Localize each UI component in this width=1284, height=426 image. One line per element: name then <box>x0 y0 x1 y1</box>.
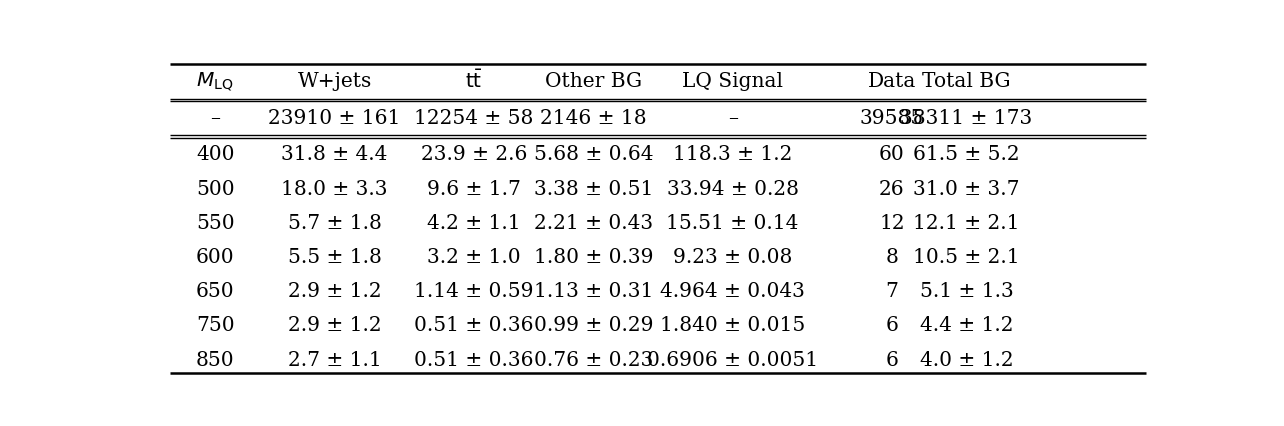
Text: 5.7 ± 1.8: 5.7 ± 1.8 <box>288 214 381 233</box>
Text: 2146 ± 18: 2146 ± 18 <box>541 109 647 128</box>
Text: –: – <box>211 109 221 128</box>
Text: 1.13 ± 0.31: 1.13 ± 0.31 <box>534 282 654 301</box>
Text: 12254 ± 58: 12254 ± 58 <box>415 109 534 128</box>
Text: 9.23 ± 0.08: 9.23 ± 0.08 <box>673 248 792 267</box>
Text: 26: 26 <box>880 179 905 199</box>
Text: –: – <box>728 109 738 128</box>
Text: 0.76 ± 0.23: 0.76 ± 0.23 <box>534 351 654 370</box>
Text: 38311 ± 173: 38311 ± 173 <box>900 109 1032 128</box>
Text: 23.9 ± 2.6: 23.9 ± 2.6 <box>421 145 528 164</box>
Text: 61.5 ± 5.2: 61.5 ± 5.2 <box>913 145 1019 164</box>
Text: 750: 750 <box>196 317 235 335</box>
Text: 4.4 ± 1.2: 4.4 ± 1.2 <box>919 317 1013 335</box>
Text: 2.21 ± 0.43: 2.21 ± 0.43 <box>534 214 654 233</box>
Text: 4.0 ± 1.2: 4.0 ± 1.2 <box>919 351 1013 370</box>
Text: LQ Signal: LQ Signal <box>682 72 783 91</box>
Text: 400: 400 <box>196 145 235 164</box>
Text: 33.94 ± 0.28: 33.94 ± 0.28 <box>666 179 799 199</box>
Text: 6: 6 <box>886 317 899 335</box>
Text: 2.9 ± 1.2: 2.9 ± 1.2 <box>288 317 381 335</box>
Text: 12.1 ± 2.1: 12.1 ± 2.1 <box>913 214 1019 233</box>
Text: 18.0 ± 3.3: 18.0 ± 3.3 <box>281 179 388 199</box>
Text: W+jets: W+jets <box>298 72 372 91</box>
Text: 5.1 ± 1.3: 5.1 ± 1.3 <box>919 282 1013 301</box>
Text: 2.9 ± 1.2: 2.9 ± 1.2 <box>288 282 381 301</box>
Text: 3.38 ± 0.51: 3.38 ± 0.51 <box>534 179 654 199</box>
Text: 3.2 ± 1.0: 3.2 ± 1.0 <box>428 248 521 267</box>
Text: 4.2 ± 1.1: 4.2 ± 1.1 <box>428 214 521 233</box>
Text: 850: 850 <box>196 351 235 370</box>
Text: 6: 6 <box>886 351 899 370</box>
Text: 5.68 ± 0.64: 5.68 ± 0.64 <box>534 145 654 164</box>
Text: 118.3 ± 1.2: 118.3 ± 1.2 <box>673 145 792 164</box>
Text: 12: 12 <box>880 214 905 233</box>
Text: 550: 550 <box>196 214 235 233</box>
Text: $\mathrm{t\bar{t}}$: $\mathrm{t\bar{t}}$ <box>465 70 483 92</box>
Text: 600: 600 <box>196 248 235 267</box>
Text: Other BG: Other BG <box>544 72 642 91</box>
Text: 0.51 ± 0.36: 0.51 ± 0.36 <box>415 351 534 370</box>
Text: 7: 7 <box>886 282 899 301</box>
Text: Total BG: Total BG <box>922 72 1011 91</box>
Text: 31.0 ± 3.7: 31.0 ± 3.7 <box>913 179 1019 199</box>
Text: 5.5 ± 1.8: 5.5 ± 1.8 <box>288 248 381 267</box>
Text: 1.80 ± 0.39: 1.80 ± 0.39 <box>534 248 654 267</box>
Text: 500: 500 <box>196 179 235 199</box>
Text: Data: Data <box>868 72 915 91</box>
Text: 0.51 ± 0.36: 0.51 ± 0.36 <box>415 317 534 335</box>
Text: 9.6 ± 1.7: 9.6 ± 1.7 <box>428 179 521 199</box>
Text: 23910 ± 161: 23910 ± 161 <box>268 109 401 128</box>
Text: 0.99 ± 0.29: 0.99 ± 0.29 <box>534 317 654 335</box>
Text: 10.5 ± 2.1: 10.5 ± 2.1 <box>913 248 1019 267</box>
Text: 39585: 39585 <box>860 109 924 128</box>
Text: 1.840 ± 0.015: 1.840 ± 0.015 <box>660 317 805 335</box>
Text: 1.14 ± 0.59: 1.14 ± 0.59 <box>415 282 534 301</box>
Text: 31.8 ± 4.4: 31.8 ± 4.4 <box>281 145 388 164</box>
Text: 8: 8 <box>886 248 899 267</box>
Text: 15.51 ± 0.14: 15.51 ± 0.14 <box>666 214 799 233</box>
Text: 60: 60 <box>880 145 905 164</box>
Text: 4.964 ± 0.043: 4.964 ± 0.043 <box>660 282 805 301</box>
Text: $M_{\mathrm{LQ}}$: $M_{\mathrm{LQ}}$ <box>196 70 234 92</box>
Text: 650: 650 <box>196 282 235 301</box>
Text: 0.6906 ± 0.0051: 0.6906 ± 0.0051 <box>647 351 818 370</box>
Text: 2.7 ± 1.1: 2.7 ± 1.1 <box>288 351 381 370</box>
